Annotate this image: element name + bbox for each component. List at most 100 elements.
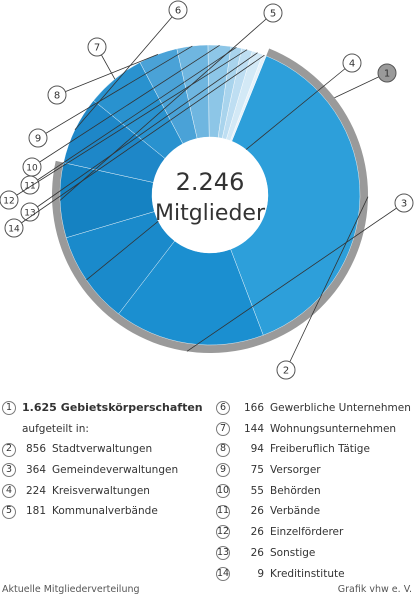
legend-label: Freiberuflich Tätige [270,443,370,456]
callout-label-10: 10 [26,164,38,174]
callout-badge-3 [394,193,414,213]
callout-badge-7 [87,37,107,57]
callout-label-4: 4 [349,59,355,70]
callout-line-1 [334,72,388,99]
legend-label: Sonstige [270,546,316,559]
legend-value: 144 [243,422,264,435]
legend-value: 26 [250,526,264,539]
center-label: Mitglieder [155,201,266,226]
callout-badge-9 [28,128,48,148]
callout-line-13 [29,52,258,213]
legend-label: Gemeindeverwaltungen [52,464,179,477]
legend-badge: 5 [2,504,16,519]
legend-badge: 11 [216,504,230,519]
legend-value: 9 [257,567,264,580]
legend-group-row: 1 1.625 Gebietskörperschaften [2,398,216,419]
callout-line-12 [8,49,248,201]
callout-label-5: 5 [270,9,276,20]
legend-value: 26 [250,546,264,559]
legend-badge: 8 [216,442,230,457]
legend-right: 6 166 Gewerbliche Unternehmen 7 144 Wohnungsu… [216,398,416,584]
callout-line-11 [29,47,237,186]
legend-label: Gewerbliche Unternehmen [270,402,411,414]
legend-value: 181 [25,505,46,518]
legend-group-suffix: aufgeteilt in: [22,422,89,435]
legend-label: Kreditinstitute [270,567,345,580]
legend-item-10: 10 55 Behörden [216,481,416,502]
legend-label: Kreisverwaltungen [52,484,150,497]
callout-badge-4 [342,53,362,73]
callout-line-3 [186,202,405,352]
legend-item-11: 11 26 Verbände [216,501,416,522]
legend-item-9: 9 75 Versorger [216,460,416,481]
legend-item-4: 4 224 Kreisverwaltungen [2,481,216,502]
legend-value: 94 [250,443,264,456]
callout-badge-6 [168,0,188,20]
legend-badge: 6 [216,401,230,416]
legend-badge: 2 [2,442,16,457]
legend-value: 856 [25,443,46,456]
callout-badge-12 [0,190,19,210]
legend-label: Wohnungsunternehmen [270,422,397,435]
legend-item-6: 6 166 Gewerbliche Unternehmen [216,398,416,419]
legend-value: 55 [250,484,264,497]
legend-group-label: Gebietskörperschaften [60,401,203,414]
callout-label-13: 13 [24,209,35,219]
legend-badge: 3 [2,463,16,478]
callout-badge-8 [47,85,67,105]
callout-line-5 [59,12,274,201]
legend-badge: 7 [216,422,230,437]
legend-label: Kommunalverbände [52,505,158,518]
legend-value: 26 [250,505,264,518]
callout-badge-14 [4,218,24,238]
legend-label: Verbände [270,505,321,518]
legend-item-2: 2 856 Stadtverwaltungen [2,439,216,460]
callout-label-8: 8 [54,91,60,102]
legend-item-7: 7 144 Wohnungsunternehmen [216,419,416,440]
legend-item-14: 14 9 Kreditinstitute [216,564,416,585]
callout-label-2: 2 [283,366,289,377]
callout-line-2 [285,196,369,371]
legend-badge: 1 [2,401,16,416]
legend-value: 166 [243,402,264,414]
center-value: 2.246 [176,168,245,196]
legend-left: 1 1.625 Gebietskörperschaften aufgeteilt… [2,398,216,522]
legend-item-8: 8 94 Freiberuflich Tätige [216,439,416,460]
legend-item-13: 13 26 Sonstige [216,543,416,564]
legend-badge: 9 [216,463,230,478]
callout-label-12: 12 [3,197,14,207]
callout-label-14: 14 [8,225,20,235]
legend-item-12: 12 26 Einzelförderer [216,522,416,543]
donut-hole [152,137,268,253]
callout-line-10 [31,44,220,168]
callout-label-9: 9 [35,134,41,145]
callout-line-9 [37,45,193,139]
legend-value: 224 [25,484,46,497]
callout-badge-2 [276,360,296,380]
callout-line-6 [74,9,179,131]
callout-label-3: 3 [401,199,407,210]
footer-credit: Grafik vhw e. V. [337,584,412,595]
callout-badge-13 [20,202,40,222]
donut-chart: 1234567891011121314 2.246 Mitglieder [0,0,414,380]
callout-line-8 [56,53,159,96]
legend-label: Einzelförderer [270,526,344,539]
legend-badge: 13 [216,546,230,561]
legend-value: 75 [250,464,264,477]
legend-item-5: 5 181 Kommunalverbände [2,501,216,522]
legend-badge: 12 [216,525,230,540]
callout-badge-5 [263,3,283,23]
callout-label-7: 7 [94,43,100,54]
callout-line-14 [13,54,265,229]
legend-group-value: 1.625 [22,401,57,414]
legend-badge: 10 [216,484,230,499]
legend-label: Behörden [270,484,321,497]
footer-caption: Aktuelle Mitgliederverteilung [2,584,140,595]
legend-label: Versorger [270,464,321,477]
callout-label-6: 6 [175,6,181,17]
callout-badge-1 [377,63,397,83]
legend-badge: 4 [2,484,16,499]
callout-label-1: 1 [384,69,390,80]
legend-value: 364 [25,464,46,477]
legend-label: Stadtverwaltungen [52,443,153,456]
